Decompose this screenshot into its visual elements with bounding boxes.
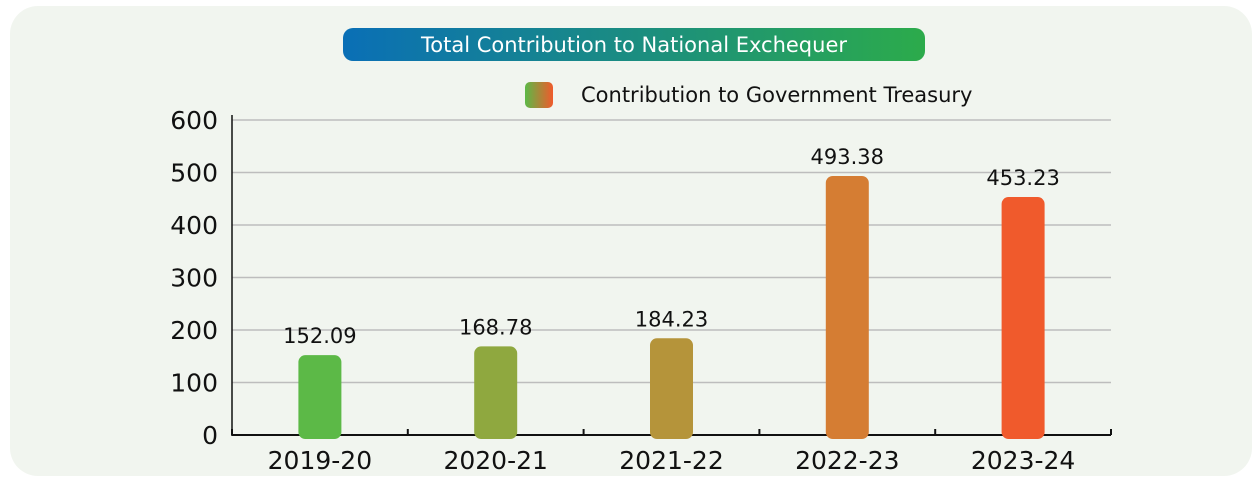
x-tick-label: 2021-22 [619, 446, 723, 475]
bar [650, 338, 693, 439]
x-tick-label: 2023-24 [971, 446, 1075, 475]
data-label: 168.78 [459, 315, 532, 339]
y-tick-label: 100 [170, 369, 218, 398]
legend-swatch [525, 82, 553, 108]
data-label: 184.23 [635, 307, 708, 331]
legend: Contribution to Government Treasury [525, 82, 972, 108]
bar [298, 355, 342, 439]
y-tick-label: 200 [170, 316, 218, 345]
chart-title: Total Contribution to National Exchequer [343, 28, 925, 61]
y-tick-label: 600 [170, 106, 218, 135]
chart-card [10, 6, 1252, 476]
y-tick-label: 400 [170, 211, 218, 240]
y-tick-label: 300 [170, 264, 218, 293]
legend-label: Contribution to Government Treasury [581, 83, 973, 107]
x-tick-label: 2022-23 [795, 446, 899, 475]
data-label: 493.38 [811, 145, 884, 169]
y-tick-label: 0 [202, 421, 218, 450]
data-label: 152.09 [283, 324, 356, 348]
bar [474, 346, 518, 439]
x-tick-label: 2020-21 [443, 446, 547, 475]
data-label: 453.23 [986, 166, 1059, 190]
bar [825, 175, 869, 439]
y-tick-label: 500 [170, 159, 218, 188]
bar [1001, 197, 1045, 439]
x-tick-label: 2019-20 [268, 446, 372, 475]
chart-title-text: Total Contribution to National Exchequer [420, 32, 848, 57]
